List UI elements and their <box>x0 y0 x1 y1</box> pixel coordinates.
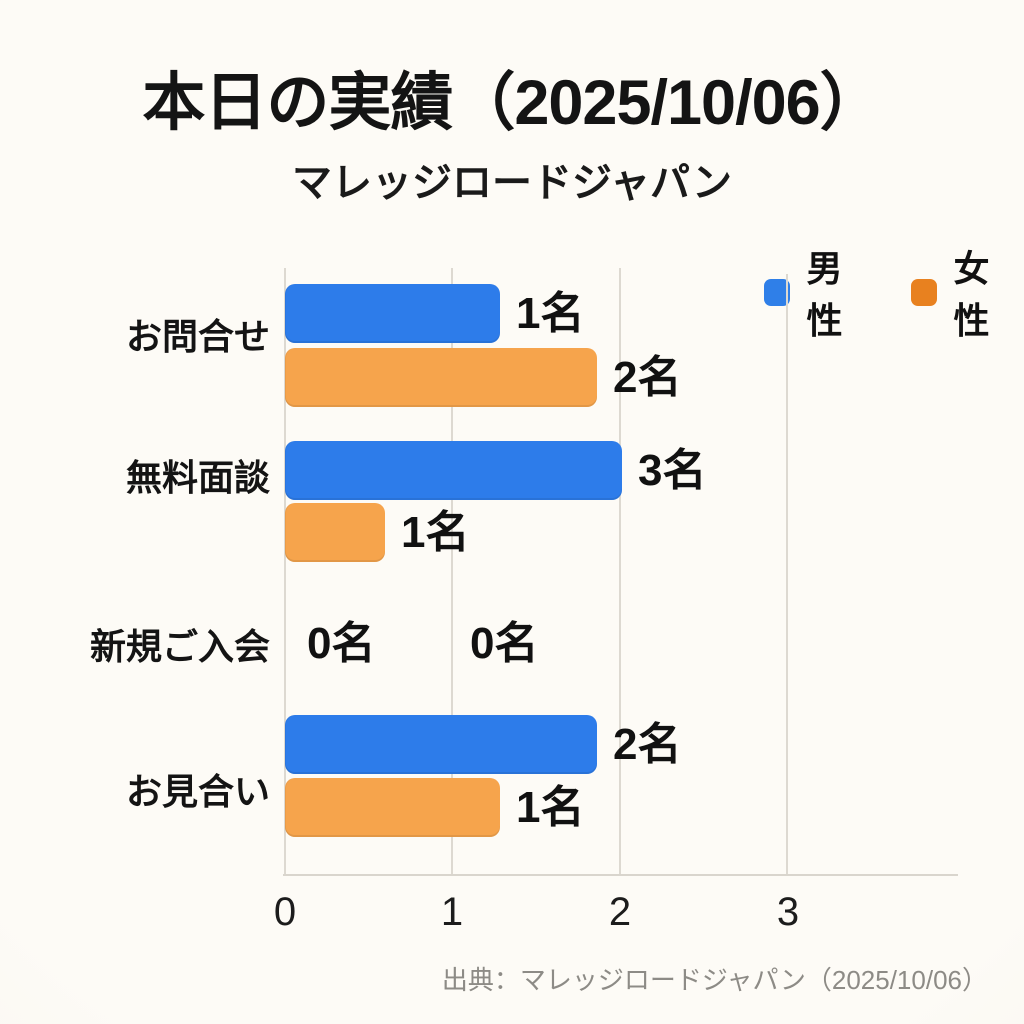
value-label: 3名 <box>638 446 707 495</box>
bar-女性-無料面談 <box>285 503 385 562</box>
bar-男性-お問合せ <box>285 284 500 343</box>
bar-女性-お見合い <box>285 778 500 837</box>
value-label: 0名 <box>470 619 539 668</box>
legend: 男性 女性 <box>764 240 1024 344</box>
gridline-3 <box>786 274 788 874</box>
female-color-swatch-icon <box>911 278 938 306</box>
bar-男性-お見合い <box>285 715 597 774</box>
legend-label-male: 男性 <box>806 248 843 341</box>
gridline-2 <box>619 268 621 874</box>
gridline-0 <box>284 268 286 874</box>
page-title: 本日の実績（2025/10/06） <box>142 68 882 138</box>
value-label: 2名 <box>613 353 682 402</box>
page-subtitle: マレッジロードジャパン <box>292 161 732 205</box>
x-tick-0: 0 <box>273 890 297 934</box>
bar-女性-お問合せ <box>285 348 597 407</box>
value-label: 1名 <box>516 783 585 832</box>
gridline-1 <box>451 268 453 874</box>
value-label: 1名 <box>401 508 470 557</box>
value-label: 0名 <box>307 619 376 668</box>
bar-男性-無料面談 <box>285 441 622 500</box>
value-label: 1名 <box>516 289 585 338</box>
legend-item-female: 女性 <box>911 240 1024 344</box>
source-note: 出典：マレッジロードジャパン（2025/10/06） <box>441 965 988 995</box>
legend-item-male: 男性 <box>764 240 877 344</box>
x-tick-3: 3 <box>776 890 800 934</box>
x-tick-1: 1 <box>440 890 464 934</box>
legend-label-female: 女性 <box>953 248 990 341</box>
category-label-inquiry: お問合せ <box>125 316 270 357</box>
x-tick-2: 2 <box>608 890 632 934</box>
category-label-free-consultation: 無料面談 <box>125 457 270 498</box>
value-label: 2名 <box>613 720 682 769</box>
category-label-new-enrollment: 新規ご入会 <box>89 626 270 667</box>
x-axis-line <box>283 874 958 876</box>
category-label-omiai: お見合い <box>125 771 270 812</box>
